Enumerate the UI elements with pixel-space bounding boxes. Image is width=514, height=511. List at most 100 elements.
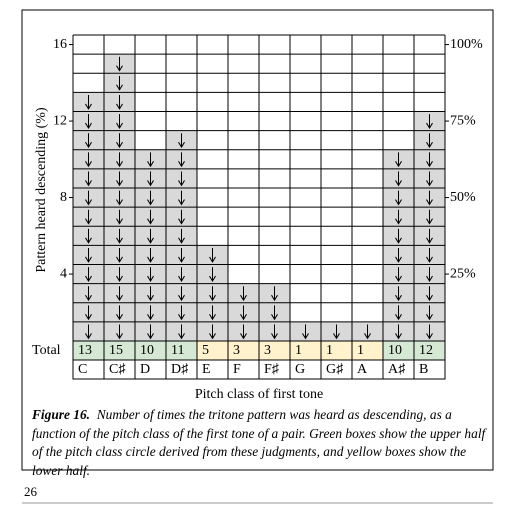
arrow bbox=[395, 152, 402, 168]
caption: Figure 16. Number of times the tritone p… bbox=[32, 406, 488, 480]
arrow bbox=[395, 228, 402, 244]
x-tick-label: A♯ bbox=[388, 362, 406, 377]
x-tick-label: G♯ bbox=[326, 362, 344, 377]
arrow bbox=[85, 324, 92, 340]
caption-text: Number of times the tritone pattern was … bbox=[32, 407, 486, 478]
arrow bbox=[85, 94, 92, 110]
arrow bbox=[85, 267, 92, 283]
arrow bbox=[395, 171, 402, 187]
arrow bbox=[209, 324, 216, 340]
y-tick-label: 8 bbox=[60, 190, 67, 205]
arrow bbox=[116, 190, 123, 206]
arrow bbox=[426, 209, 433, 225]
arrow bbox=[240, 305, 247, 321]
arrow bbox=[116, 94, 123, 110]
x-tick-label: D bbox=[140, 362, 150, 377]
value-label: 5 bbox=[202, 343, 209, 358]
arrow bbox=[116, 152, 123, 168]
arrow bbox=[333, 324, 340, 340]
y-tick-label: 12 bbox=[53, 113, 67, 128]
value-label: 3 bbox=[264, 343, 271, 358]
arrow bbox=[85, 209, 92, 225]
arrow bbox=[116, 324, 123, 340]
arrow bbox=[147, 267, 154, 283]
arrow bbox=[271, 324, 278, 340]
arrow bbox=[116, 209, 123, 225]
value-label: 13 bbox=[78, 343, 92, 358]
category-cell bbox=[413, 359, 446, 380]
x-axis-label: Pitch class of first tone bbox=[195, 387, 323, 402]
arrow bbox=[147, 286, 154, 302]
y2-tick-label: 75% bbox=[450, 113, 476, 128]
arrow bbox=[116, 267, 123, 283]
arrow bbox=[178, 152, 185, 168]
arrow bbox=[426, 286, 433, 302]
arrow bbox=[271, 286, 278, 302]
arrow bbox=[426, 267, 433, 283]
value-label: 10 bbox=[140, 343, 154, 358]
arrow bbox=[271, 305, 278, 321]
arrow bbox=[395, 247, 402, 263]
arrow bbox=[147, 228, 154, 244]
arrow bbox=[209, 247, 216, 263]
arrow bbox=[426, 133, 433, 149]
arrow bbox=[209, 286, 216, 302]
arrow bbox=[178, 267, 185, 283]
arrow bbox=[85, 152, 92, 168]
arrow bbox=[116, 171, 123, 187]
arrow bbox=[395, 324, 402, 340]
arrow bbox=[116, 133, 123, 149]
arrow bbox=[147, 152, 154, 168]
arrow bbox=[116, 247, 123, 263]
x-tick-label: C bbox=[78, 362, 87, 377]
arrow bbox=[116, 114, 123, 130]
y2-tick-label: 25% bbox=[450, 266, 476, 281]
y-tick-label: 4 bbox=[60, 266, 67, 281]
arrow bbox=[395, 305, 402, 321]
x-tick-label: F bbox=[233, 362, 241, 377]
arrow bbox=[302, 324, 309, 340]
arrow bbox=[178, 286, 185, 302]
arrow bbox=[426, 324, 433, 340]
value-label: 11 bbox=[171, 343, 184, 358]
arrow bbox=[116, 228, 123, 244]
arrow bbox=[209, 305, 216, 321]
arrow bbox=[240, 324, 247, 340]
arrow bbox=[426, 190, 433, 206]
arrow bbox=[178, 209, 185, 225]
arrow bbox=[178, 324, 185, 340]
value-label: 1 bbox=[295, 343, 302, 358]
arrow bbox=[395, 209, 402, 225]
arrow bbox=[209, 267, 216, 283]
x-tick-label: B bbox=[419, 362, 428, 377]
total-label: Total bbox=[32, 343, 61, 358]
arrow bbox=[85, 228, 92, 244]
arrow bbox=[85, 305, 92, 321]
arrow bbox=[116, 286, 123, 302]
arrow bbox=[85, 286, 92, 302]
arrow bbox=[85, 247, 92, 263]
x-tick-label: F♯ bbox=[264, 362, 280, 377]
value-label: 15 bbox=[109, 343, 123, 358]
arrow bbox=[426, 247, 433, 263]
x-tick-label: G bbox=[295, 362, 305, 377]
caption-label: Figure 16. bbox=[32, 407, 91, 422]
arrow bbox=[85, 190, 92, 206]
arrow bbox=[426, 171, 433, 187]
arrow bbox=[240, 286, 247, 302]
figure-frame bbox=[21, 9, 494, 471]
arrow bbox=[178, 247, 185, 263]
arrow bbox=[116, 56, 123, 72]
x-tick-label: C♯ bbox=[109, 362, 126, 377]
y2-tick-label: 50% bbox=[450, 190, 476, 205]
arrow bbox=[147, 171, 154, 187]
x-tick-label: A bbox=[357, 362, 368, 377]
arrow bbox=[426, 114, 433, 130]
arrow bbox=[147, 324, 154, 340]
y-tick-label: 16 bbox=[53, 37, 67, 52]
arrow bbox=[395, 190, 402, 206]
page-number: 26 bbox=[24, 484, 37, 499]
arrow bbox=[178, 190, 185, 206]
